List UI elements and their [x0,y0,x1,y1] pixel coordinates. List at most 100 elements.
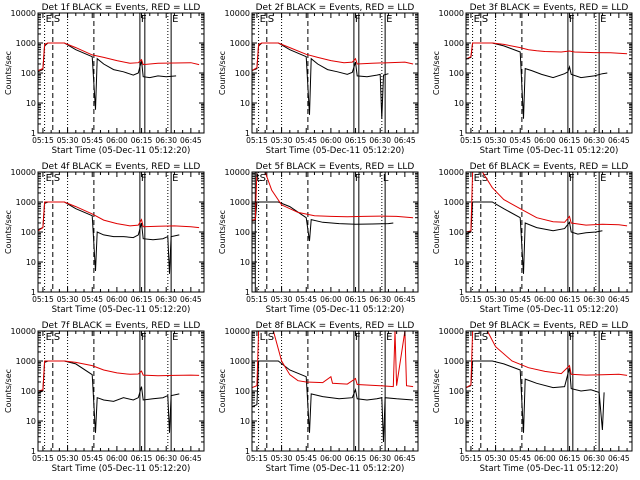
x-tick-label: 06:15 [345,136,367,145]
x-tick-label: 06:45 [394,295,416,304]
y-tick-label: 1 [245,129,250,138]
marker-label: E [46,14,52,25]
marker-label: E [386,14,392,25]
marker-label: S [482,14,488,25]
x-tick-label: 06:00 [106,295,128,304]
marker-label: E [46,173,52,184]
x-tick-label: 06:00 [106,136,128,145]
series-line-events [38,360,180,433]
y-tick-label: 10 [454,417,464,426]
y-tick-label: 10 [240,258,250,267]
marker-label: E [260,14,266,25]
x-tick-label: 05:30 [271,136,293,145]
series-line-lld [466,331,628,389]
y-tick-label: 1 [459,129,464,138]
x-axis-label: Start Time (05-Dec-11 05:12:20) [52,305,191,315]
series-group [38,42,200,110]
y-tick-label: 1000 [444,357,464,366]
marker-label: E [600,14,606,25]
x-tick-label: 05:45 [295,454,317,463]
y-tick-label: 1000 [444,39,464,48]
panel-title: Det 1f BLACK = Events, RED = LLD [42,3,201,13]
y-tick-label: 10 [26,99,36,108]
x-axis-label: Start Time (05-Dec-11 05:12:20) [266,305,405,315]
x-tick-label: 05:45 [509,295,531,304]
x-tick-label: 06:15 [131,454,153,463]
x-tick-label: 06:30 [369,454,391,463]
x-axis-label: Start Time (05-Dec-11 05:12:20) [480,146,619,156]
panel-title: Det 6f BLACK = Events, RED = LLD [470,162,629,172]
y-axis-label: Counts/sec [432,51,441,95]
series-line-events [38,42,177,110]
y-axis-label: Counts/sec [4,210,13,254]
y-tick-label: 1 [245,288,250,297]
y-tick-label: 10000 [225,9,250,18]
x-tick-label: 05:30 [57,454,79,463]
x-tick-label: 05:45 [509,136,531,145]
y-tick-label: 10 [240,417,250,426]
x-tick-label: 06:30 [583,454,605,463]
y-tick-label: 100 [235,387,250,396]
x-tick-label: 06:00 [534,454,556,463]
x-tick-label: 06:00 [534,136,556,145]
panel-title: Det 8f BLACK = Events, RED = LLD [256,321,415,331]
x-axis-label: Start Time (05-Dec-11 05:12:20) [480,305,619,315]
series-line-events [252,360,414,443]
y-tick-label: 10000 [11,327,36,336]
x-tick-label: 06:00 [534,295,556,304]
marker-label: E [474,14,480,25]
x-tick-label: 05:30 [57,295,79,304]
marker-label: S [54,14,60,25]
x-tick-label: 05:45 [81,454,103,463]
y-axis-label: Counts/sec [4,369,13,413]
panel-title: Det 7f BLACK = Events, RED = LLD [42,321,201,331]
series-group [38,201,200,274]
y-tick-label: 10000 [11,168,36,177]
y-tick-label: 100 [235,69,250,78]
x-tick-label: 06:45 [608,295,630,304]
marker-label: L [260,332,266,343]
x-tick-label: 06:45 [394,454,416,463]
y-tick-label: 1000 [230,357,250,366]
x-tick-label: 06:30 [155,136,177,145]
y-tick-label: 1000 [16,198,36,207]
x-tick-label: 05:15 [32,295,54,304]
marker-label: F [355,332,361,343]
x-tick-label: 06:30 [369,136,391,145]
marker-label: S [482,332,488,343]
plot-frame [465,330,633,452]
marker-label: E [172,332,178,343]
plot-frame [251,330,419,452]
x-tick-label: 06:15 [345,295,367,304]
series-line-lld [466,42,628,60]
marker-label: F [355,173,361,184]
y-tick-label: 1000 [16,357,36,366]
x-tick-label: 06:00 [320,295,342,304]
x-tick-label: 06:15 [559,454,581,463]
x-tick-label: 06:45 [608,136,630,145]
series-line-events [466,42,608,119]
x-tick-label: 06:30 [155,295,177,304]
series-line-lld [38,42,200,72]
x-tick-label: 05:15 [246,136,268,145]
series-line-lld [38,201,200,232]
y-tick-label: 10000 [225,327,250,336]
marker-label: E [474,332,480,343]
y-tick-label: 100 [449,228,464,237]
x-tick-label: 05:30 [271,454,293,463]
y-tick-label: 10000 [439,9,464,18]
y-tick-label: 1 [459,447,464,456]
series-line-lld [252,172,414,221]
plot-frame [37,12,205,134]
x-tick-label: 06:30 [583,136,605,145]
series-group [252,172,414,242]
y-tick-label: 10000 [11,9,36,18]
marker-label: S [260,173,266,184]
series-group [466,331,628,433]
x-tick-label: 05:15 [460,295,482,304]
y-tick-label: 10 [26,417,36,426]
y-tick-label: 100 [449,387,464,396]
series-line-events [252,42,389,119]
